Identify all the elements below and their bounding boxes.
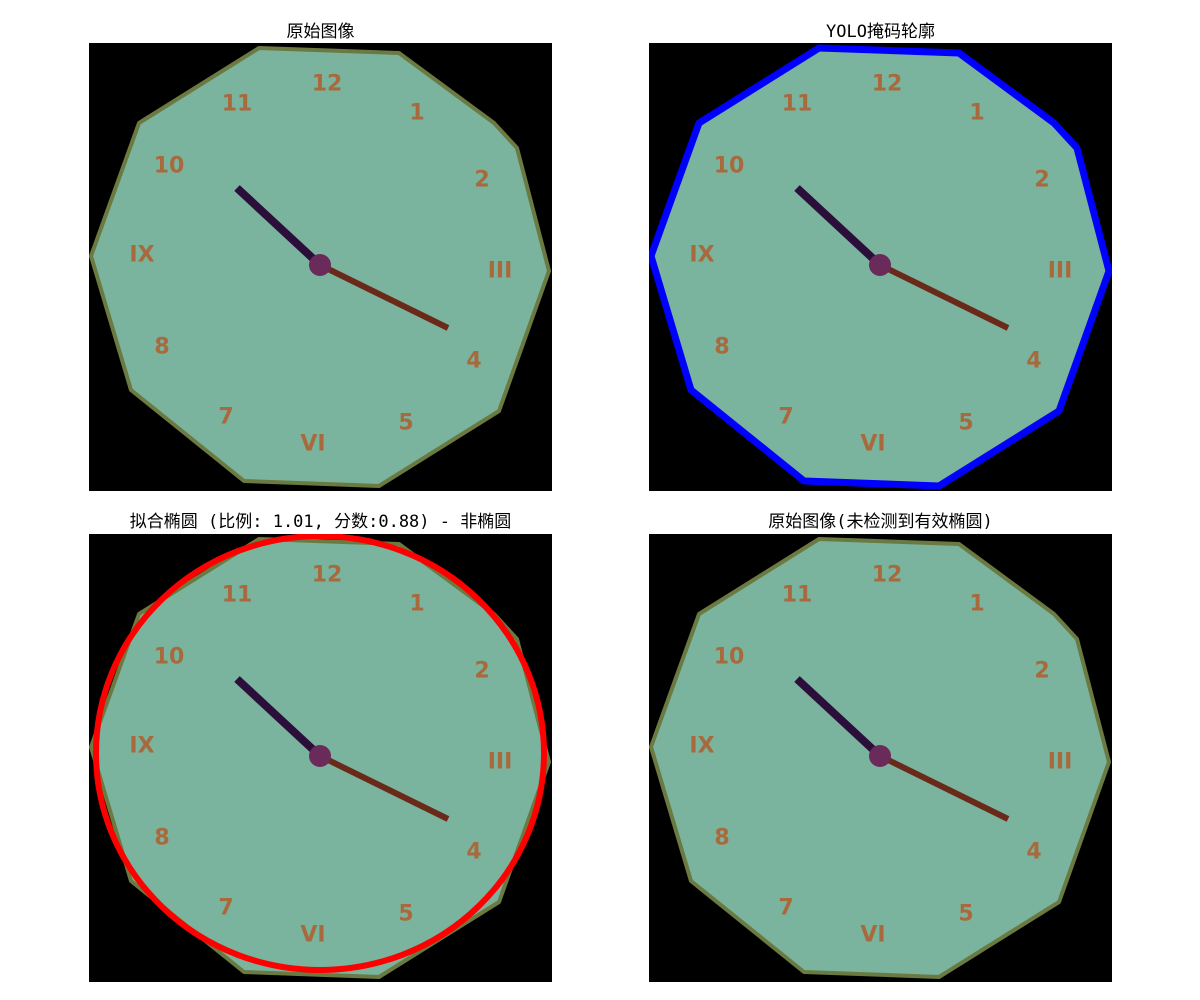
clock-numeral: 11 <box>222 92 253 117</box>
clock-numeral: 10 <box>154 645 185 670</box>
image-panel-fitted-ellipse: 12 1 2 III 4 5 VI 7 8 IX 10 11 <box>89 534 552 982</box>
clock-numeral: IX <box>689 243 714 268</box>
clock-numeral: 4 <box>1026 840 1041 865</box>
fitted-ellipse <box>93 534 547 973</box>
clock-numeral: 7 <box>778 405 793 430</box>
clock-numeral: 11 <box>222 583 253 608</box>
clock-hub <box>869 254 891 276</box>
clock-numeral: 1 <box>969 592 984 617</box>
clock-numeral: 4 <box>1026 349 1041 374</box>
panel-title-yolo-contour: YOLO掩码轮廓 <box>826 22 935 42</box>
clock-hub <box>869 745 891 767</box>
clock-numeral: 11 <box>782 92 813 117</box>
clock-numeral: 2 <box>1034 168 1049 193</box>
clock-numeral: 4 <box>466 349 481 374</box>
clock-numeral: 8 <box>714 826 729 851</box>
image-panel-yolo-contour: 12 1 2 III 4 5 VI 7 8 IX 10 11 <box>649 43 1112 491</box>
panel-title-fitted-ellipse: 拟合椭圆 (比例: 1.01, 分数:0.88) - 非椭圆 <box>129 512 512 532</box>
clock-numeral: 7 <box>218 896 233 921</box>
minute-hand <box>878 262 1010 331</box>
clock-numeral: 1 <box>409 101 424 126</box>
panel-title-no-ellipse: 原始图像(未检测到有效椭圆) <box>768 512 993 532</box>
panel-title-original: 原始图像 <box>286 22 355 42</box>
minute-hand <box>318 262 450 331</box>
clock-hub <box>309 254 331 276</box>
clock-numeral: 11 <box>782 583 813 608</box>
hour-hand <box>794 676 883 759</box>
yolo-mask-contour <box>649 44 1112 490</box>
clock-numeral: 7 <box>778 896 793 921</box>
minute-hand <box>318 753 450 822</box>
clock-numeral: 12 <box>872 72 903 97</box>
clock-numeral: 12 <box>312 72 343 97</box>
clock-numeral: III <box>488 259 513 284</box>
clock-numeral: 5 <box>398 902 413 927</box>
clock-numeral: 5 <box>398 411 413 436</box>
clock-numeral: 12 <box>312 563 343 588</box>
clock-numeral: VI <box>300 923 325 948</box>
hour-hand <box>794 185 883 268</box>
clock-numeral: 12 <box>872 563 903 588</box>
clock-numeral: IX <box>689 734 714 759</box>
clock-numeral: 2 <box>474 168 489 193</box>
clock-numeral: 10 <box>714 645 745 670</box>
image-panel-no-ellipse: 12 1 2 III 4 5 VI 7 8 IX 10 11 <box>649 534 1112 982</box>
clock-numeral: 8 <box>714 335 729 360</box>
image-panel-original: 12 1 2 III 4 5 VI 7 8 IX 10 11 <box>89 43 552 491</box>
clock-numeral: IX <box>129 243 154 268</box>
clock-numeral: VI <box>860 923 885 948</box>
clock-numeral: VI <box>860 432 885 457</box>
clock-numeral: 10 <box>714 154 745 179</box>
clock-numeral: IX <box>129 734 154 759</box>
clock-hub <box>309 745 331 767</box>
clock-numeral: III <box>1048 259 1073 284</box>
clock-numeral: 7 <box>218 405 233 430</box>
clock-numeral: 2 <box>1034 659 1049 684</box>
clock-numeral: 8 <box>154 826 169 851</box>
clock-numeral: 1 <box>969 101 984 126</box>
clock-numeral: III <box>488 750 513 775</box>
clock-numeral: III <box>1048 750 1073 775</box>
clock-numeral: VI <box>300 432 325 457</box>
clock-numeral: 5 <box>958 411 973 436</box>
clock-numeral: 5 <box>958 902 973 927</box>
clock-numeral: 8 <box>154 335 169 360</box>
hour-hand <box>234 676 323 759</box>
clock-numeral: 2 <box>474 659 489 684</box>
hour-hand <box>234 185 323 268</box>
clock-numeral: 1 <box>409 592 424 617</box>
minute-hand <box>878 753 1010 822</box>
clock-numeral: 10 <box>154 154 185 179</box>
clock-numeral: 4 <box>466 840 481 865</box>
